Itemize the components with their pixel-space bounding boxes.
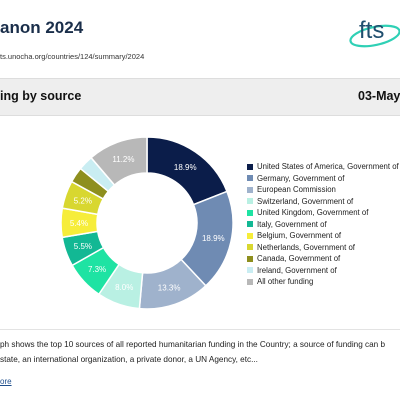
slice-data-label: 18.9%: [174, 163, 197, 172]
legend-item[interactable]: Belgium, Government of: [247, 231, 400, 243]
section-date: 03-May-: [358, 89, 400, 103]
legend-label: United States of America, Government of: [257, 162, 399, 171]
legend-item[interactable]: Italy, Government of: [247, 220, 400, 232]
slice-data-label: 13.3%: [158, 283, 181, 292]
logo-swoosh-icon: [349, 24, 400, 48]
legend-item[interactable]: All other funding: [247, 277, 400, 289]
slice-data-label: 5.2%: [74, 196, 92, 205]
legend-label: Ireland, Government of: [257, 265, 337, 275]
description-line-2: state, an international organization, a …: [0, 355, 258, 364]
legend-item[interactable]: European Commission: [247, 185, 400, 197]
donut-slice[interactable]: [90, 136, 148, 187]
legend-swatch: [247, 255, 253, 262]
description-line-1: ph shows the top 10 sources of all repor…: [0, 340, 386, 349]
slice-data-label: 7.3%: [88, 265, 106, 274]
legend-label: Italy, Government of: [257, 219, 327, 229]
legend-item[interactable]: Switzerland, Government of: [247, 197, 400, 209]
slice-data-label: 11.2%: [112, 155, 134, 164]
page-title: anon 2024: [0, 18, 84, 37]
legend-item[interactable]: Ireland, Government of: [247, 266, 400, 278]
slice-data-label: 5.4%: [70, 219, 88, 228]
legend-swatch: [247, 198, 253, 204]
slice-data-label: 8.0%: [115, 283, 133, 292]
legend-swatch: [247, 209, 253, 216]
legend-swatch: [247, 267, 253, 273]
legend-swatch: [247, 278, 253, 285]
legend-swatch: [247, 244, 253, 250]
section-title: ing by source: [0, 89, 82, 103]
slice-data-label: 5.5%: [74, 242, 92, 251]
chart-description: ph shows the top 10 sources of all repor…: [0, 337, 400, 367]
chart-legend: United States of America, Government of G…: [247, 162, 400, 289]
legend-label: Canada, Government of: [257, 254, 341, 263]
slice-data-label: 18.9%: [202, 234, 225, 243]
legend-item[interactable]: Germany, Government of: [247, 174, 400, 186]
fts-logo[interactable]: fts: [347, 10, 400, 52]
section-header: ing by source 03-May-: [0, 78, 400, 116]
legend-label: Netherlands, Government of: [257, 242, 355, 252]
page-url[interactable]: ts.unocha.org/countries/124/summary/2024: [0, 52, 145, 61]
legend-swatch: [247, 163, 253, 170]
legend-label: Switzerland, Government of: [257, 196, 354, 206]
legend-swatch: [247, 232, 253, 239]
legend-swatch: [247, 175, 253, 181]
read-more-link[interactable]: ore: [0, 377, 12, 386]
legend-label: Germany, Government of: [257, 173, 345, 183]
legend-label: European Commission: [257, 185, 336, 194]
legend-label: United Kingdom, Government of: [257, 208, 369, 217]
legend-swatch: [247, 221, 253, 227]
legend-label: All other funding: [257, 277, 314, 286]
legend-item[interactable]: United States of America, Government of: [247, 162, 400, 174]
legend-label: Belgium, Government of: [257, 231, 342, 240]
legend-item[interactable]: Netherlands, Government of: [247, 243, 400, 255]
funding-donut-chart: 18.9% 18.9% 13.3% 8.0% 7.3% 5.5% 5.4% 5.2% 11.2%: [60, 136, 234, 310]
divider: [0, 329, 400, 330]
legend-swatch: [247, 186, 253, 193]
legend-item[interactable]: United Kingdom, Government of: [247, 208, 400, 220]
legend-item[interactable]: Canada, Government of: [247, 254, 400, 266]
logo-text: fts: [359, 17, 384, 44]
